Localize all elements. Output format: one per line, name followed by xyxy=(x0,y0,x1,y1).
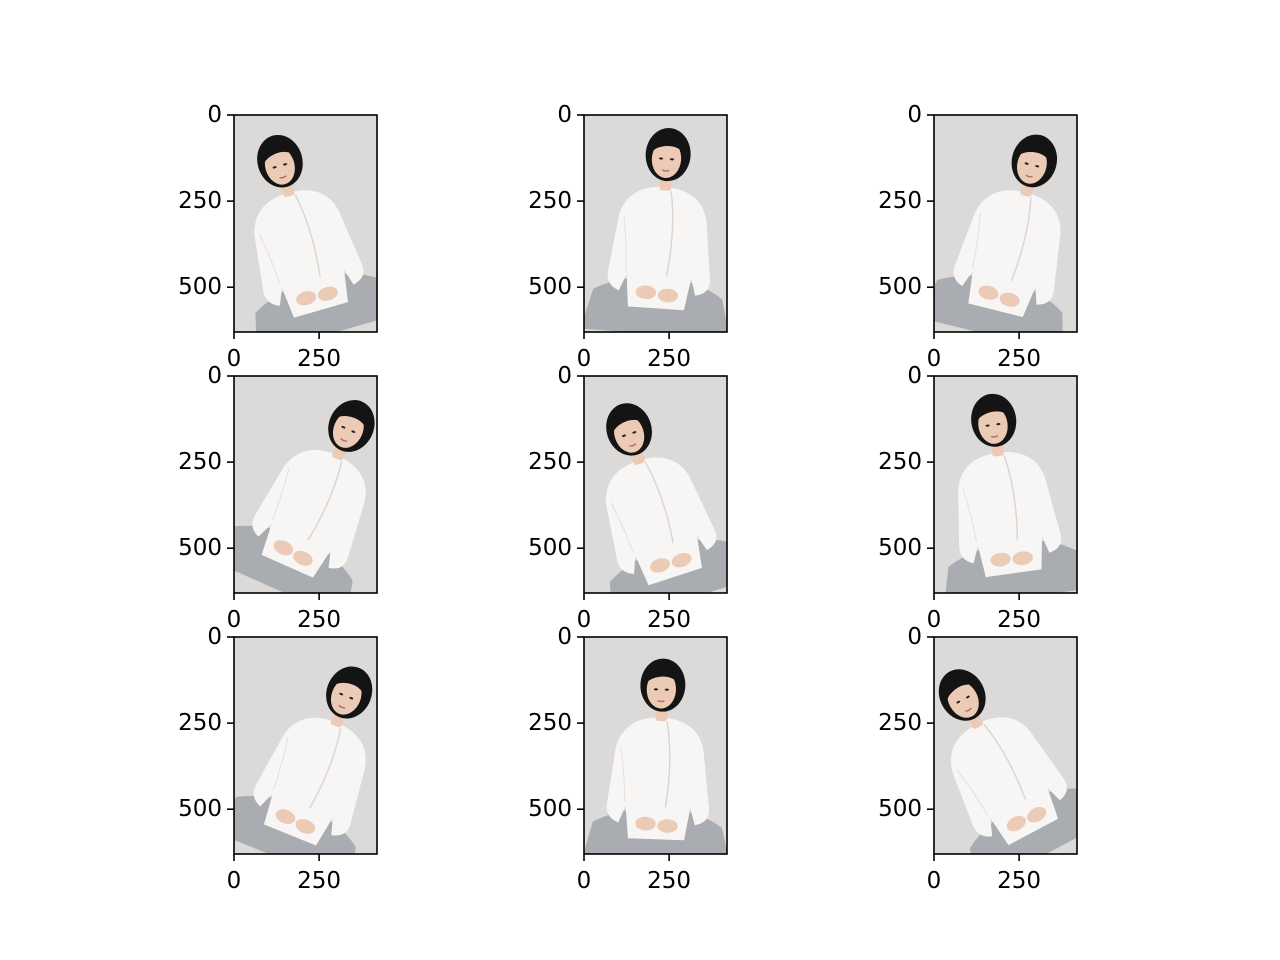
xtick-label: 0 xyxy=(927,607,942,633)
subplot-1: 0 250 500 0 250 xyxy=(178,102,378,372)
subplot-4: 0 250 500 0 250 xyxy=(178,363,378,633)
xtick-label: 250 xyxy=(997,607,1041,633)
ytick-label: 500 xyxy=(528,535,572,561)
subplot-5-frame xyxy=(583,375,728,594)
xtick-label: 250 xyxy=(997,868,1041,894)
subplot-3: 0 250 500 0 250 xyxy=(878,102,1078,372)
ytick-label: 0 xyxy=(207,624,222,650)
ytick-label: 0 xyxy=(907,624,922,650)
subplot-7: 0 250 500 0 250 xyxy=(178,624,378,894)
ytick-label: 500 xyxy=(528,796,572,822)
ytick-label: 0 xyxy=(207,363,222,389)
xtick-label: 0 xyxy=(227,346,242,372)
xtick-label: 0 xyxy=(577,868,592,894)
subplot-1-frame xyxy=(233,114,378,333)
ytick-label: 500 xyxy=(878,274,922,300)
ytick-label: 250 xyxy=(528,449,572,475)
subplot-7-frame xyxy=(233,636,378,855)
xtick-label: 250 xyxy=(997,346,1041,372)
xtick-label: 0 xyxy=(927,346,942,372)
ytick-label: 500 xyxy=(528,274,572,300)
xtick-label: 250 xyxy=(297,346,341,372)
xtick-label: 250 xyxy=(297,607,341,633)
subplot-9-photo xyxy=(934,637,1077,854)
ytick-label: 250 xyxy=(878,188,922,214)
ytick-label: 500 xyxy=(178,535,222,561)
ytick-label: 500 xyxy=(178,796,222,822)
subplot-8: 0 250 500 0 250 xyxy=(528,624,728,894)
ytick-label: 500 xyxy=(178,274,222,300)
ytick-label: 250 xyxy=(178,710,222,736)
subplot-5: 0 250 500 0 250 xyxy=(528,363,728,633)
ytick-label: 0 xyxy=(907,102,922,128)
subplot-6: 0 250 500 0 250 xyxy=(878,363,1078,633)
subplot-2-frame xyxy=(583,114,728,333)
subplot-2: 0 250 500 0 250 xyxy=(528,102,728,372)
ytick-label: 250 xyxy=(878,449,922,475)
subplot-9-image xyxy=(934,637,1077,854)
ytick-label: 500 xyxy=(878,796,922,822)
xtick-label: 0 xyxy=(577,346,592,372)
xtick-label: 0 xyxy=(577,607,592,633)
ytick-label: 250 xyxy=(528,188,572,214)
subplot-9-frame xyxy=(933,636,1078,855)
xtick-label: 250 xyxy=(647,868,691,894)
xtick-label: 0 xyxy=(227,868,242,894)
ytick-label: 0 xyxy=(557,102,572,128)
xtick-label: 250 xyxy=(647,607,691,633)
subplot-8-frame xyxy=(583,636,728,855)
ytick-label: 250 xyxy=(178,188,222,214)
ytick-label: 500 xyxy=(878,535,922,561)
ytick-label: 0 xyxy=(907,363,922,389)
ytick-label: 0 xyxy=(207,102,222,128)
xtick-label: 250 xyxy=(297,868,341,894)
ytick-label: 250 xyxy=(178,449,222,475)
xtick-label: 0 xyxy=(927,868,942,894)
subplot-3-frame xyxy=(933,114,1078,333)
xtick-label: 250 xyxy=(647,346,691,372)
subplot-4-frame xyxy=(233,375,378,594)
ytick-label: 250 xyxy=(528,710,572,736)
subplot-9: 0 250 500 0 250 xyxy=(878,624,1078,894)
ytick-label: 250 xyxy=(878,710,922,736)
ytick-label: 0 xyxy=(557,624,572,650)
xtick-label: 0 xyxy=(227,607,242,633)
ytick-label: 0 xyxy=(557,363,572,389)
subplot-6-frame xyxy=(933,375,1078,594)
